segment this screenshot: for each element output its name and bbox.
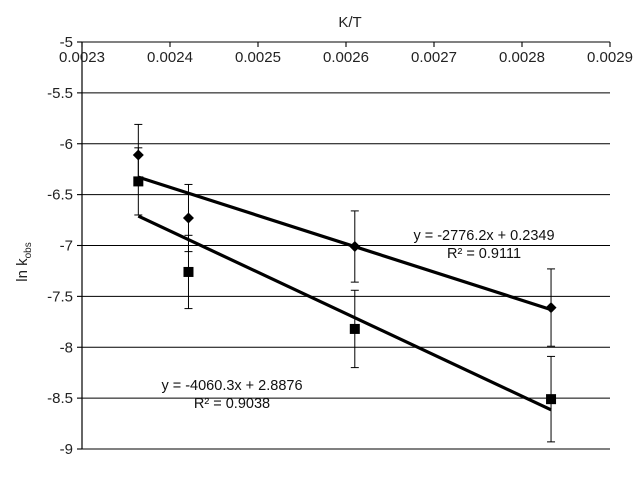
x-axis-title: K/T [338,14,361,31]
gridlines [82,41,610,450]
trendline-r2-1: R² = 0.9111 [447,246,521,262]
y-tick-label: -8 [60,339,73,356]
trendline-r2-2: R² = 0.9038 [194,396,270,412]
y-tick-labels: -5 -5.5 -6 -6.5 -7 -7.5 -8 -8.5 -9 [47,34,73,458]
y-tick-label: -8.5 [47,390,73,407]
y-axis-title-main: ln k [14,258,31,282]
y-tick-label: -5.5 [47,85,73,102]
square-point [183,266,194,277]
x-tick-label: 0.0028 [499,49,545,66]
square-point [133,176,144,187]
trendline-series-1 [137,175,552,312]
trendline-equation-1: y = -2776.2x + 0.2349 [413,228,554,244]
trendline-equation-2: y = -4060.3x + 2.8876 [161,378,302,394]
square-point [546,394,557,405]
y-tick-label: -6 [60,136,73,153]
y-tick-label: -5 [60,34,73,51]
diamond-point [349,241,361,253]
y-tick-label: -7.5 [47,288,73,305]
y-axis-title-subscript: obs [23,242,34,258]
x-tick-label: 0.0027 [411,49,457,66]
x-tick-label: 0.0026 [323,49,369,66]
x-tick-label: 0.0025 [235,49,281,66]
trendline-series-2 [137,214,552,412]
data-points [132,149,557,405]
x-tick-label: 0.0023 [59,49,105,66]
diamond-point [182,212,194,224]
diamond-point [132,149,144,161]
x-tick-label: 0.0029 [587,49,633,66]
y-axis-title: ln kobs [14,242,34,281]
trendlines [137,175,552,412]
y-tick-label: -9 [60,441,73,458]
axes [77,41,611,450]
square-point [349,323,360,334]
y-tick-label: -6.5 [47,187,73,204]
diamond-point [545,302,557,314]
y-tick-label: -7 [60,238,73,255]
x-tick-labels: 0.0023 0.0024 0.0025 0.0026 0.0027 0.0028 0.00… [59,49,633,66]
x-tick-label: 0.0024 [147,49,193,66]
error-bars [134,123,556,443]
